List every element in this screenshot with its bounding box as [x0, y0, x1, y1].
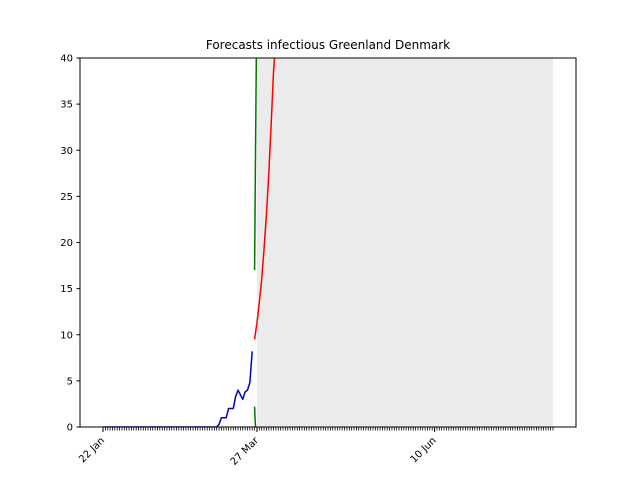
y-tick-label: 5: [67, 376, 73, 387]
x-tick-label: 22 Jan: [77, 435, 107, 465]
y-tick-label: 35: [60, 100, 73, 111]
series-line-2: [253, 58, 258, 271]
chart-title: Forecasts infectious Greenland Denmark: [206, 38, 450, 52]
y-tick-label: 40: [60, 54, 73, 65]
x-tick-label: 27 Mar: [229, 435, 262, 468]
y-tick-label: 15: [60, 284, 73, 295]
series-layer: [103, 58, 276, 427]
y-tick-label: 30: [60, 146, 73, 157]
series-line-1: [253, 58, 276, 340]
y-tick-label: 10: [60, 330, 73, 341]
x-axis: 22 Jan 27 Mar 10 Jun: [77, 427, 554, 468]
y-tick-label: 20: [60, 238, 73, 249]
series-line-3: [253, 406, 257, 427]
series-line-0: [103, 351, 253, 427]
y-tick-label: 25: [60, 192, 73, 203]
forecast-period-shade: [256, 58, 553, 427]
y-tick-label: 0: [67, 423, 73, 434]
y-axis: 0 5 10 15 20 25 30 35 40: [60, 54, 80, 434]
x-tick-label: 10 Jun: [409, 435, 439, 465]
series-group: [103, 58, 276, 427]
